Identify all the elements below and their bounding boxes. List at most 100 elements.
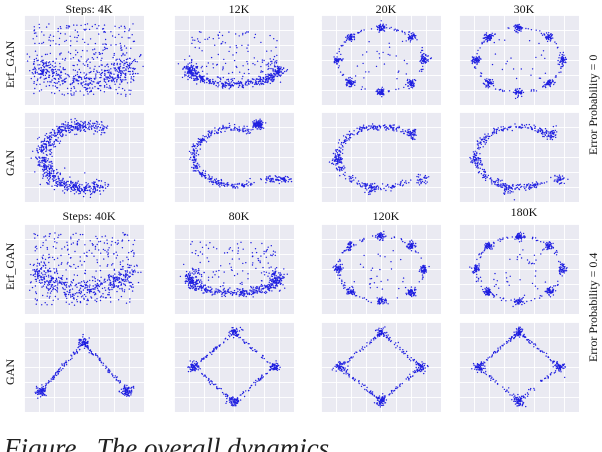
scatter-point [507,190,509,193]
scatter-point [497,178,500,181]
scatter-point [260,71,262,73]
scatter-point [546,40,549,43]
scatter-point [521,185,523,188]
scatter-point [407,78,409,81]
scatter-point [115,285,118,287]
scatter-point [562,65,564,68]
scatter-point [125,47,128,49]
scatter-point [115,44,117,46]
scatter-point [45,85,47,87]
scatter-point [42,141,44,143]
scatter-point [45,145,48,147]
scatter-point [61,123,63,125]
scatter-point [74,133,76,136]
scatter-point [63,80,66,83]
scatter-point [551,138,554,141]
scatter-point [485,139,488,142]
scatter-point [501,179,503,181]
scatter-point [89,67,91,69]
scatter-point [524,126,526,128]
scatter-point [202,173,204,175]
scatter-point [68,76,70,78]
scatter-point [39,274,41,277]
scatter-point [495,180,497,182]
scatter-point [260,65,262,68]
scatter-point [338,166,340,168]
scatter-point [137,281,140,284]
scatter-point [122,268,124,270]
scatter-point [558,57,560,59]
scatter-point [284,180,287,182]
scatter-point [193,154,196,156]
scatter-point [53,66,55,68]
scatter-point [555,43,557,45]
scatter-point [265,74,267,76]
scatter-point [271,179,273,181]
scatter-point [62,134,64,136]
scatter-point [61,130,63,133]
scatter-point [100,295,103,297]
scatter-point [129,298,131,300]
scatter-point [354,75,357,77]
scatter-point [92,125,94,128]
scatter-point [223,182,225,184]
scatter-point [560,71,562,73]
scatter-point [393,130,395,132]
scatter-point [89,185,92,188]
scatter-plot [177,31,289,90]
scatter-point [388,91,390,93]
scatter-point [56,257,59,259]
scatter-point [48,183,50,185]
scatter-point [84,83,86,86]
scatter-point [554,174,556,177]
scatter-point [534,127,536,129]
scatter-point [480,72,482,74]
scatter-point [350,181,353,183]
scatter-point [192,170,194,172]
scatter-point [79,192,81,194]
scatter-point [201,171,204,174]
scatter-point [476,57,479,59]
scatter-point [46,174,49,177]
scatter-point [76,292,78,294]
scatter-point [82,295,84,297]
scatter-point [547,37,550,39]
scatter-point [189,73,192,75]
scatter-point [122,232,124,234]
scatter-point [484,137,486,139]
scatter-point [400,131,402,133]
scatter-point [102,296,104,298]
scatter-point [378,31,380,33]
scatter-point [192,143,194,145]
scatter-point [558,71,560,74]
scatter-point [63,180,65,183]
scatter-point [66,244,69,246]
scatter-point [115,251,117,253]
scatter-point [120,281,122,283]
scatter-point [49,233,51,235]
scatter-point [495,130,498,132]
scatter-point [120,45,122,47]
scatter-point [192,69,194,72]
scatter-point [117,92,119,95]
scatter-point [98,285,100,288]
scatter-point [96,82,98,84]
scatter-point [108,284,110,286]
scatter-point [48,39,50,41]
scatter-point [85,74,87,76]
scatter-point [340,147,342,149]
scatter-point [47,274,50,276]
scatter-point [492,133,494,135]
scatter-point [343,140,346,142]
scatter-point [44,281,46,283]
scatter-point [112,280,115,283]
scatter-point [47,173,49,175]
scatter-point [140,271,142,273]
scatter-point [423,55,425,58]
scatter-point [84,272,86,274]
scatter-point [231,78,233,80]
scatter-point [44,235,47,237]
scatter-point [353,179,355,181]
scatter-point [536,130,538,132]
scatter-point [241,44,243,47]
